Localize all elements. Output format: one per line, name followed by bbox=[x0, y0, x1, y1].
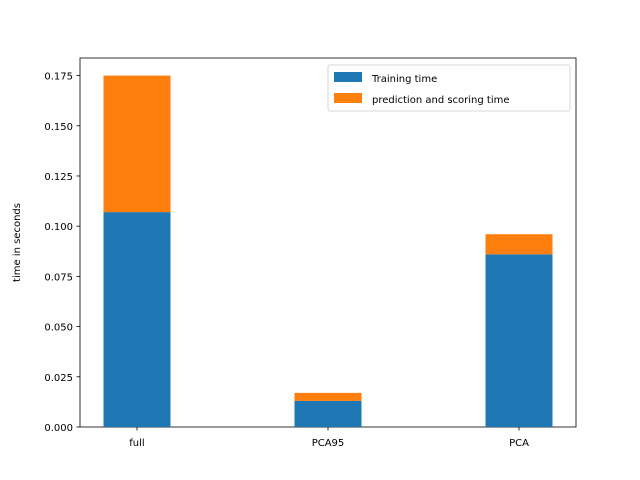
bar-pca-series-1 bbox=[485, 234, 553, 255]
y-tick-label: 0.025 bbox=[44, 373, 73, 384]
y-tick-label: 0.075 bbox=[44, 272, 73, 283]
y-axis-label: time in seconds bbox=[12, 203, 23, 282]
legend-box bbox=[327, 64, 571, 112]
legend-swatch bbox=[334, 93, 362, 103]
x-tick-label: PCA95 bbox=[312, 438, 345, 449]
y-tick-label: 0.100 bbox=[44, 222, 73, 233]
legend-label: Training time bbox=[371, 74, 437, 85]
y-tick-label: 0.175 bbox=[44, 72, 73, 83]
legend-swatch bbox=[334, 72, 362, 82]
bar-pca-series-0 bbox=[485, 254, 553, 427]
legend: Training time prediction and scoring time bbox=[327, 64, 571, 112]
y-tick-label: 0.125 bbox=[44, 172, 73, 183]
x-tick-label: PCA bbox=[509, 438, 529, 449]
legend-label: prediction and scoring time bbox=[372, 95, 510, 106]
y-axis: 0.000 0.025 0.050 0.075 0.100 0.125 0.150 0.175 bbox=[44, 72, 80, 434]
y-tick-label: 0.050 bbox=[44, 323, 73, 334]
x-tick-label: full bbox=[129, 438, 144, 449]
bar-full-series-0 bbox=[103, 212, 171, 427]
y-tick-label: 0.000 bbox=[44, 423, 73, 434]
bar-pca95-series-0 bbox=[294, 400, 362, 427]
bar-pca95-series-1 bbox=[294, 392, 362, 401]
bar-full-series-1 bbox=[103, 75, 171, 213]
bars bbox=[103, 75, 553, 427]
x-axis: full PCA95 PCA bbox=[129, 427, 529, 449]
y-tick-label: 0.150 bbox=[44, 122, 73, 133]
